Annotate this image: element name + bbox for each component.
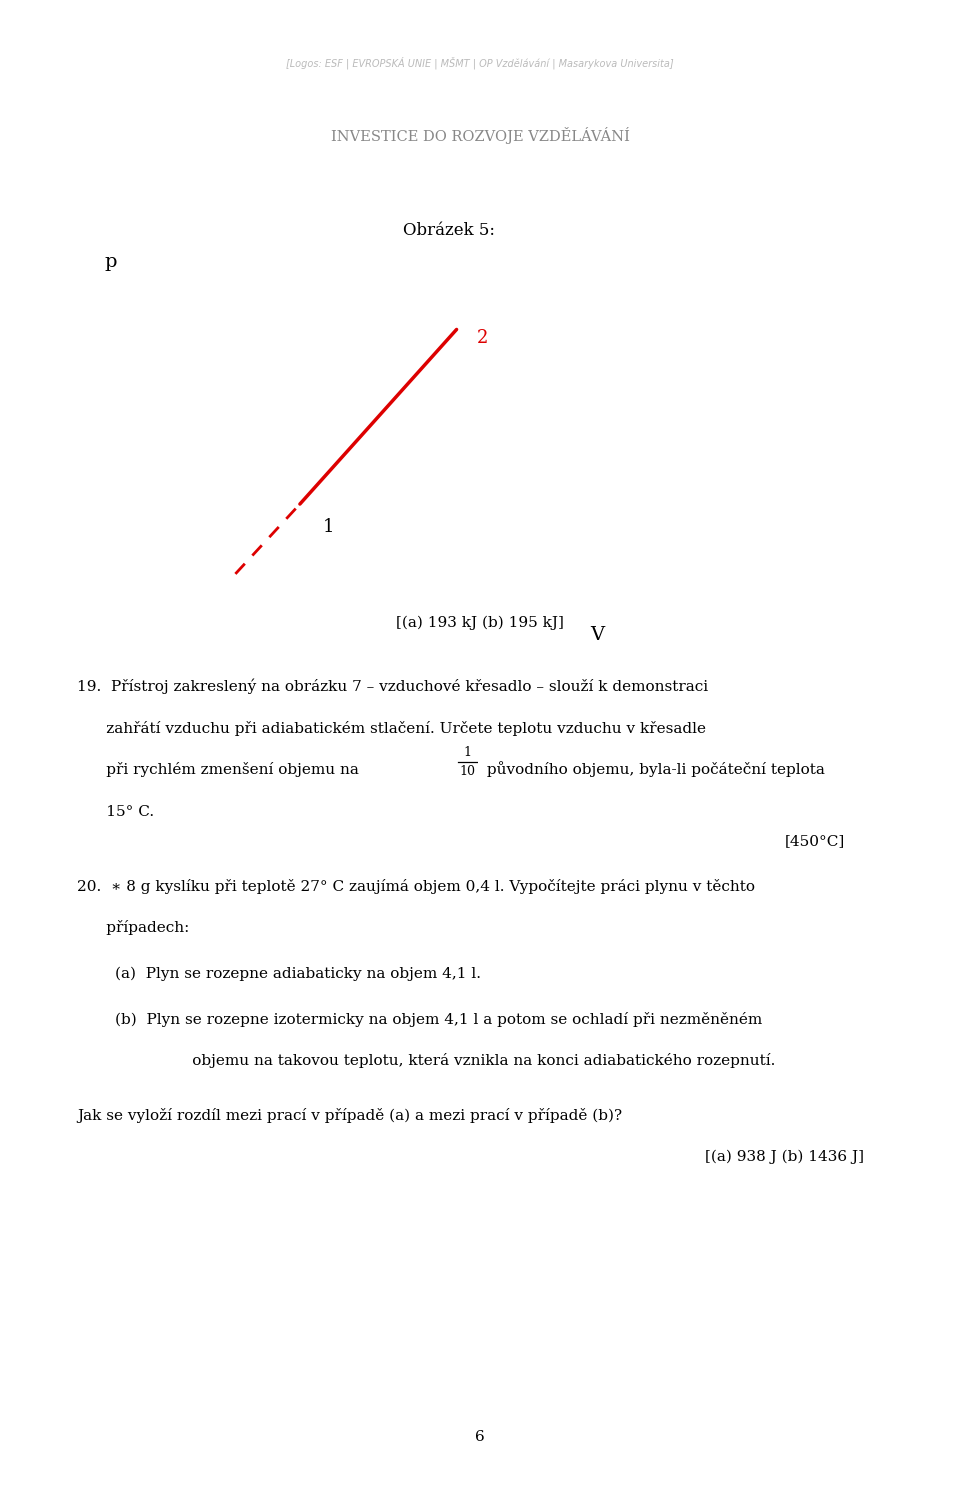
Text: 10: 10 [460, 765, 475, 779]
Text: zahřátí vzduchu při adiabatickém stlačení. Určete teplotu vzduchu v křesadle: zahřátí vzduchu při adiabatickém stlačen… [77, 721, 706, 736]
Text: INVESTICE DO ROZVOJE VZDĚLÁVÁNÍ: INVESTICE DO ROZVOJE VZDĚLÁVÁNÍ [330, 128, 630, 144]
Text: původního objemu, byla-li počáteční teplota: původního objemu, byla-li počáteční tepl… [482, 761, 825, 777]
Text: při rychlém zmenšení objemu na: při rychlém zmenšení objemu na [77, 762, 364, 777]
Text: [(a) 193 kJ (b) 195 kJ]: [(a) 193 kJ (b) 195 kJ] [396, 615, 564, 630]
Text: Jak se vyloží rozdíl mezi prací v případě (a) a mezi prací v případě (b)?: Jak se vyloží rozdíl mezi prací v případ… [77, 1107, 622, 1122]
Text: 2: 2 [477, 330, 489, 348]
Text: V: V [590, 626, 605, 645]
Text: [Logos: ESF | EVROPSKÁ UNIE | MŠMT | OP Vzdělávání | Masarykova Universita]: [Logos: ESF | EVROPSKÁ UNIE | MŠMT | OP … [286, 56, 674, 70]
Text: 1: 1 [323, 519, 334, 536]
Text: 1: 1 [464, 746, 471, 759]
Text: (a)  Plyn se rozepne adiabaticky na objem 4,1 l.: (a) Plyn se rozepne adiabaticky na objem… [115, 967, 481, 981]
Text: objemu na takovou teplotu, která vznikla na konci adiabatického rozepnutí.: objemu na takovou teplotu, která vznikla… [163, 1054, 776, 1068]
Text: [450°C]: [450°C] [784, 834, 845, 849]
Text: 19.  Přístroj zakreslený na obrázku 7 – vzduchové křesadlo – slouží k demonstrac: 19. Přístroj zakreslený na obrázku 7 – v… [77, 679, 708, 694]
Text: 6: 6 [475, 1431, 485, 1444]
Text: p: p [105, 253, 117, 270]
Text: případech:: případech: [77, 920, 189, 935]
Text: [(a) 938 J (b) 1436 J]: [(a) 938 J (b) 1436 J] [705, 1150, 864, 1164]
Text: Obrázek 5:: Obrázek 5: [403, 221, 495, 239]
Text: 15° C.: 15° C. [77, 805, 154, 819]
Text: 20.  ∗ 8 g kyslíku při teplotě 27° C zaujímá objem 0,4 l. Vypočítejte práci plyn: 20. ∗ 8 g kyslíku při teplotě 27° C zauj… [77, 878, 755, 893]
Text: (b)  Plyn se rozepne izotermicky na objem 4,1 l a potom se ochladí při nezměněné: (b) Plyn se rozepne izotermicky na objem… [115, 1012, 762, 1027]
